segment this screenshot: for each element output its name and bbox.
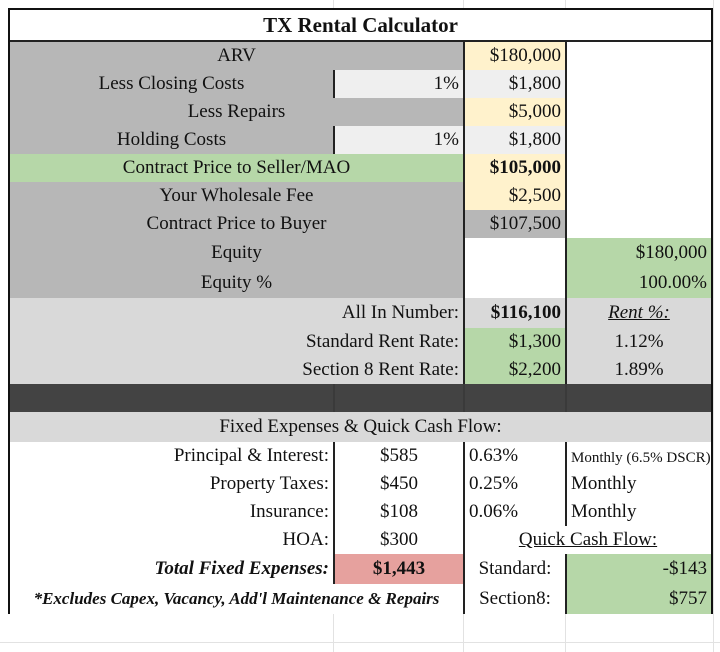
contract-price-seller-value[interactable]: $105,000: [463, 154, 565, 182]
expense-pct[interactable]: 0.06%: [463, 498, 565, 526]
expense-pct[interactable]: 0.25%: [463, 470, 565, 498]
repairs-row: Less Repairs $5,000: [10, 96, 711, 126]
standard-rent-row: Standard Rent Rate: $1,300 1.12%: [10, 326, 711, 356]
wholesale-fee-label[interactable]: Your Wholesale Fee: [10, 182, 463, 210]
arv-value[interactable]: $180,000: [463, 42, 565, 70]
equity-pct-row: Equity % 100.00%: [10, 266, 711, 298]
expense-note[interactable]: Monthly: [565, 498, 711, 526]
holding-costs-percent[interactable]: 1%: [333, 126, 463, 154]
cash-flow-section8-value[interactable]: $757: [565, 584, 711, 614]
divider-cell[interactable]: [463, 384, 565, 412]
expense-row-insurance: Insurance: $108 0.06% Monthly: [10, 496, 711, 526]
all-in-row: All In Number: $116,100 Rent %:: [10, 296, 711, 328]
cash-flow-standard-label[interactable]: Standard:: [463, 554, 565, 584]
equity-pct-value[interactable]: 100.00%: [565, 268, 711, 298]
holding-costs-label[interactable]: Holding Costs: [10, 126, 333, 154]
gridline: [713, 0, 714, 652]
expense-row-property-taxes: Property Taxes: $450 0.25% Monthly: [10, 468, 711, 498]
wholesale-fee-row: Your Wholesale Fee $2,500: [10, 180, 711, 210]
divider-cell[interactable]: [333, 384, 463, 412]
contract-price-seller-label[interactable]: Contract Price to Seller/MAO: [10, 154, 463, 182]
wholesale-fee-value[interactable]: $2,500: [463, 182, 565, 210]
empty-cell[interactable]: [565, 182, 711, 210]
section8-rent-label[interactable]: Section 8 Rent Rate:: [10, 356, 463, 384]
equity-value[interactable]: $180,000: [565, 238, 711, 268]
total-expenses-label[interactable]: Total Fixed Expenses:: [10, 554, 333, 584]
standard-rent-value[interactable]: $1,300: [463, 328, 565, 356]
contract-price-buyer-row: Contract Price to Buyer $107,500: [10, 208, 711, 238]
footnote-row: *Excludes Capex, Vacancy, Add'l Maintena…: [10, 582, 711, 614]
cash-flow-standard-value[interactable]: -$143: [565, 554, 711, 584]
empty-cell[interactable]: [463, 268, 565, 298]
expenses-header[interactable]: Fixed Expenses & Quick Cash Flow:: [10, 412, 711, 442]
quick-cash-flow-header[interactable]: Quick Cash Flow:: [463, 526, 711, 554]
section8-rent-row: Section 8 Rent Rate: $2,200 1.89%: [10, 354, 711, 384]
repairs-value[interactable]: $5,000: [463, 98, 565, 126]
all-in-label[interactable]: All In Number:: [10, 298, 463, 328]
holding-costs-value[interactable]: $1,800: [463, 126, 565, 154]
standard-rent-pct[interactable]: 1.12%: [565, 328, 711, 356]
arv-label[interactable]: ARV: [10, 42, 463, 70]
contract-price-buyer-label[interactable]: Contract Price to Buyer: [10, 210, 463, 238]
total-expenses-value[interactable]: $1,443: [333, 554, 463, 584]
arv-row: ARV $180,000: [10, 40, 711, 70]
divider-cell[interactable]: [565, 384, 711, 412]
empty-cell[interactable]: [565, 126, 711, 154]
holding-costs-row: Holding Costs 1% $1,800: [10, 124, 711, 154]
divider-cell[interactable]: [10, 384, 333, 412]
expense-pct[interactable]: 0.63%: [463, 442, 565, 470]
expense-value[interactable]: $300: [333, 526, 463, 554]
expense-label[interactable]: Principal & Interest:: [10, 442, 333, 470]
equity-row: Equity $180,000: [10, 236, 711, 268]
expense-value[interactable]: $585: [333, 442, 463, 470]
section8-rent-value[interactable]: $2,200: [463, 356, 565, 384]
gridline: [0, 642, 720, 643]
cash-flow-section8-label[interactable]: Section8:: [463, 584, 565, 614]
divider-row: [10, 382, 711, 412]
expense-value[interactable]: $450: [333, 470, 463, 498]
closing-costs-row: Less Closing Costs 1% $1,800: [10, 68, 711, 98]
expense-label[interactable]: Insurance:: [10, 498, 333, 526]
title-row: TX Rental Calculator: [10, 10, 711, 40]
expense-note[interactable]: Monthly: [565, 470, 711, 498]
equity-pct-label[interactable]: Equity %: [10, 268, 463, 298]
expense-label[interactable]: Property Taxes:: [10, 470, 333, 498]
empty-cell[interactable]: [565, 70, 711, 98]
expense-row-hoa: HOA: $300 Quick Cash Flow:: [10, 524, 711, 554]
closing-costs-label[interactable]: Less Closing Costs: [10, 70, 333, 98]
section8-rent-pct[interactable]: 1.89%: [565, 356, 711, 384]
equity-label[interactable]: Equity: [10, 238, 463, 268]
expenses-header-row: Fixed Expenses & Quick Cash Flow:: [10, 410, 711, 442]
footnote[interactable]: *Excludes Capex, Vacancy, Add'l Maintena…: [10, 584, 463, 614]
closing-costs-value[interactable]: $1,800: [463, 70, 565, 98]
contract-price-seller-row: Contract Price to Seller/MAO $105,000: [10, 152, 711, 182]
expense-label[interactable]: HOA:: [10, 526, 333, 554]
standard-rent-label[interactable]: Standard Rent Rate:: [10, 328, 463, 356]
empty-cell[interactable]: [463, 238, 565, 268]
all-in-value[interactable]: $116,100: [463, 298, 565, 328]
contract-price-buyer-value[interactable]: $107,500: [463, 210, 565, 238]
empty-cell[interactable]: [565, 154, 711, 182]
closing-costs-percent[interactable]: 1%: [333, 70, 463, 98]
expense-row-principal-interest: Principal & Interest: $585 0.63% Monthly…: [10, 440, 711, 470]
sheet-title[interactable]: TX Rental Calculator: [10, 10, 711, 40]
expense-value[interactable]: $108: [333, 498, 463, 526]
rent-pct-header[interactable]: Rent %:: [565, 298, 711, 328]
expense-note[interactable]: Monthly (6.5% DSCR): [565, 442, 711, 470]
repairs-label[interactable]: Less Repairs: [10, 98, 463, 126]
empty-cell[interactable]: [565, 42, 711, 70]
empty-cell[interactable]: [565, 210, 711, 238]
empty-cell[interactable]: [565, 98, 711, 126]
total-expenses-row: Total Fixed Expenses: $1,443 Standard: -…: [10, 552, 711, 584]
rental-calculator-sheet: TX Rental Calculator ARV $180,000 Less C…: [8, 8, 713, 614]
